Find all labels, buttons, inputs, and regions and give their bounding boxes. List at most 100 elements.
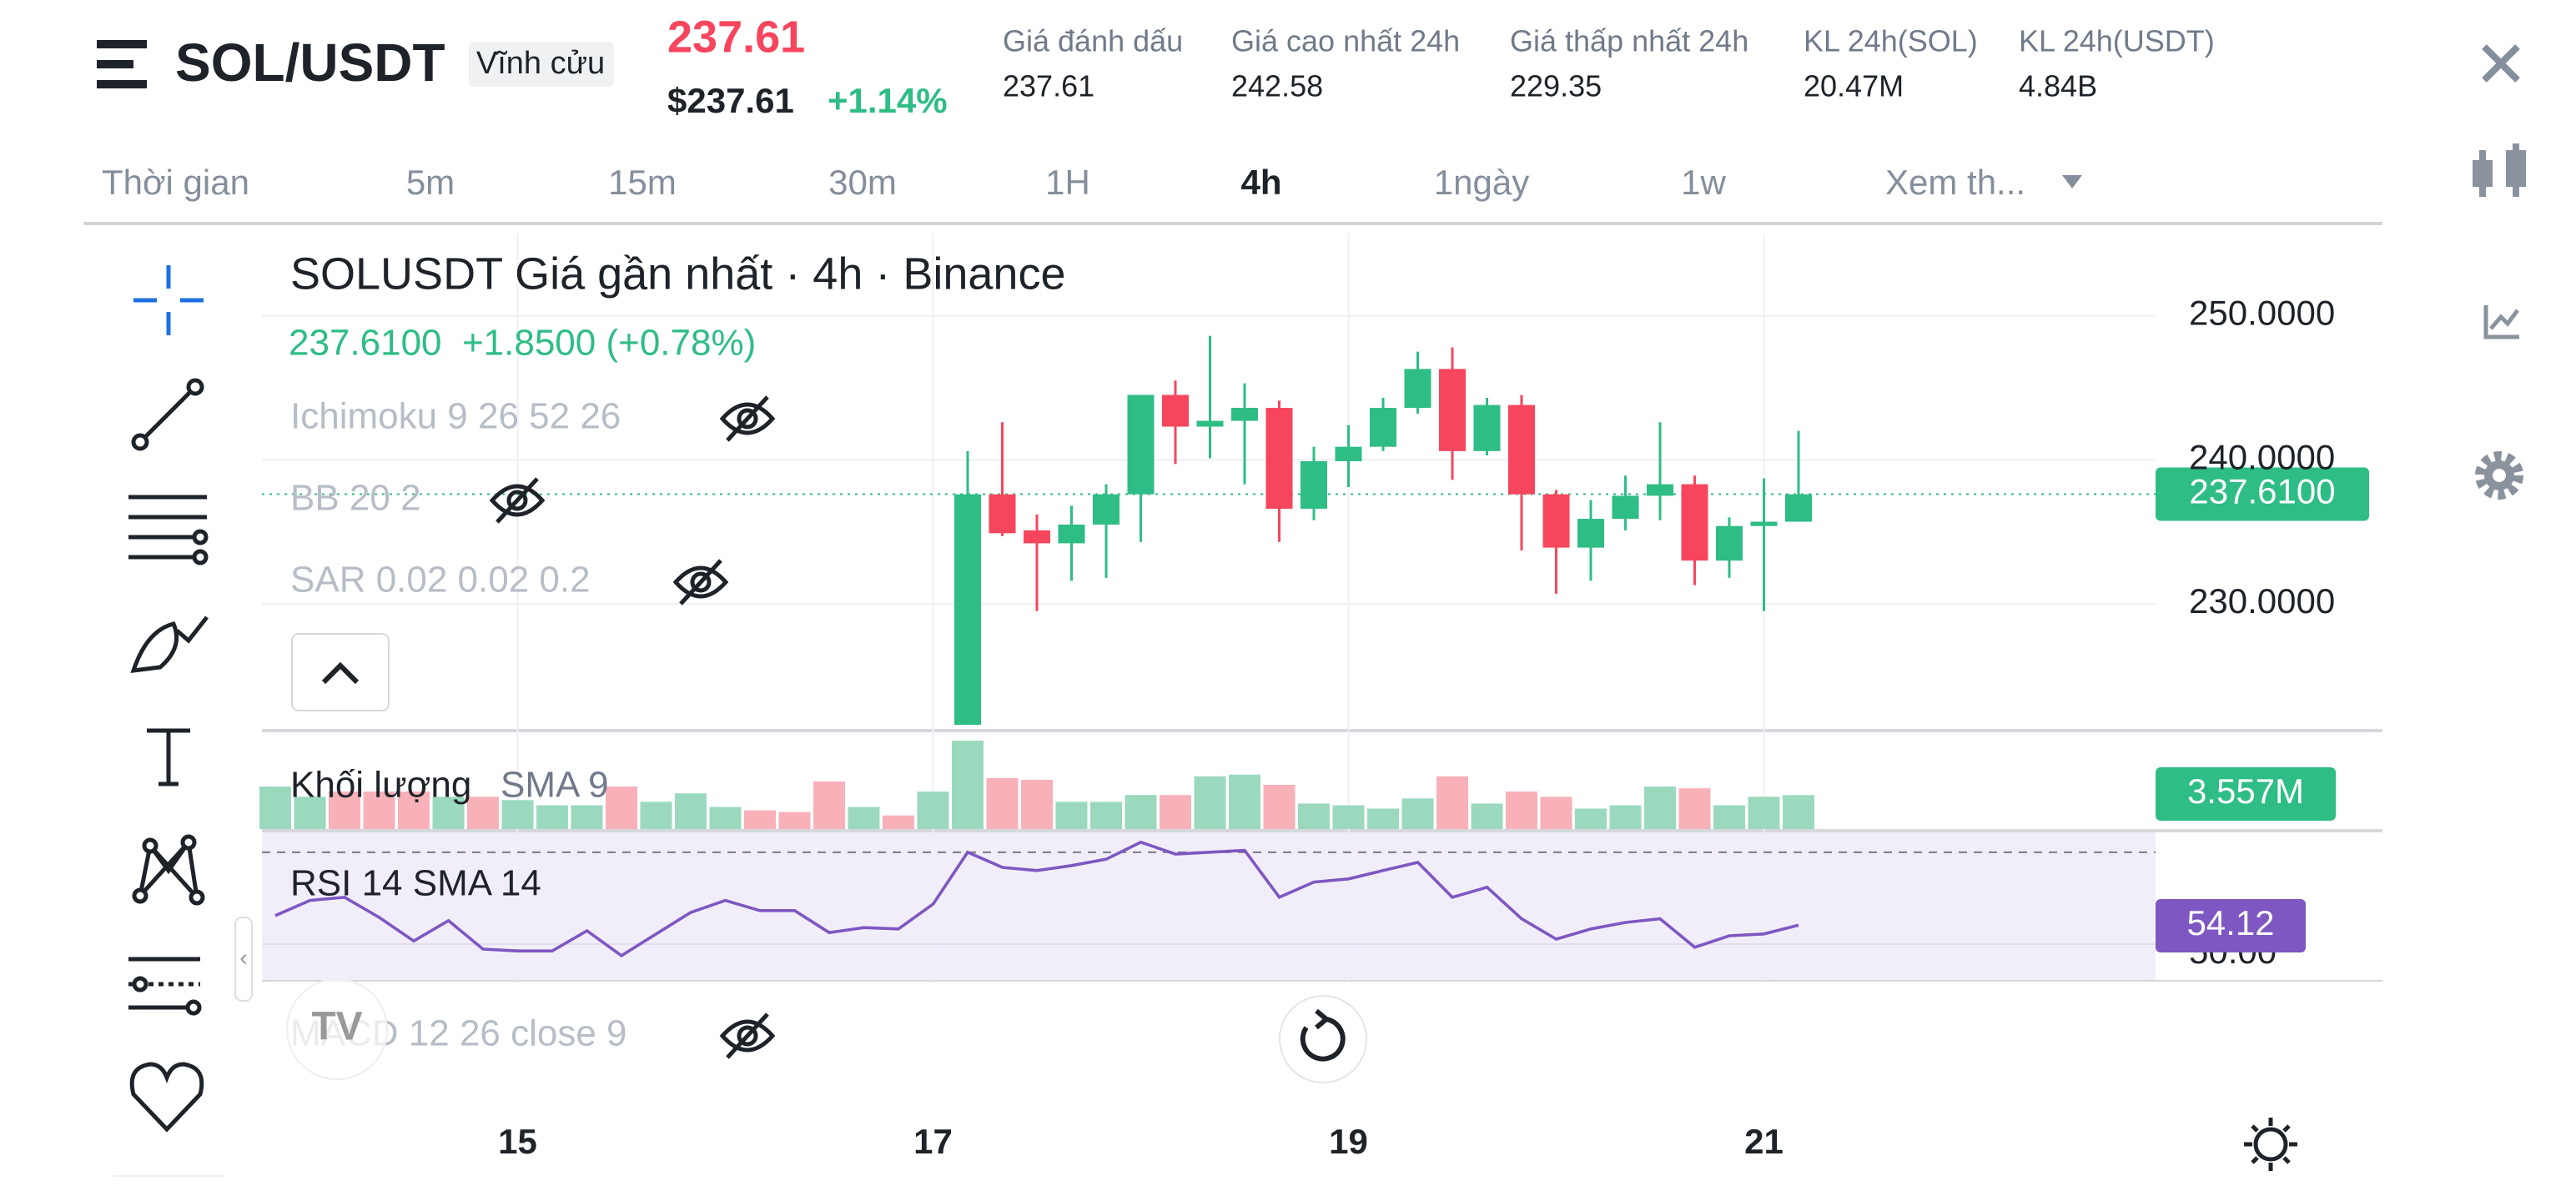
- indicator-list: Ichimoku 9 26 52 26 BB 20 2 SAR 0.02 0.02 …: [290, 395, 776, 606]
- collapse-legend[interactable]: [291, 633, 390, 711]
- volume-bar: [1090, 802, 1122, 829]
- candle-body: [1162, 394, 1189, 427]
- volume-bar: [848, 807, 880, 829]
- candle-body: [1785, 494, 1812, 522]
- pattern-tool[interactable]: [132, 834, 205, 906]
- visibility-icon[interactable]: [489, 477, 546, 524]
- volume-bar: [952, 741, 984, 829]
- volume-bar: [1540, 796, 1572, 829]
- last-price-label: 237.6100: [2189, 472, 2335, 511]
- volume-bar: [1783, 795, 1814, 829]
- volume-bar: [986, 777, 1019, 829]
- candle-body: [1370, 408, 1396, 447]
- candle-body: [1473, 405, 1501, 451]
- interval-tab[interactable]: 15m: [608, 163, 677, 202]
- fib-tool[interactable]: [128, 495, 209, 565]
- candle-body: [1231, 408, 1258, 421]
- candle-body: [1127, 394, 1155, 495]
- volume-sma: SMA 9: [501, 765, 609, 806]
- volume-bar: [917, 791, 949, 829]
- visibility-icon[interactable]: [672, 559, 729, 606]
- candle-body: [1335, 446, 1362, 461]
- interval-tab[interactable]: 1w: [1681, 163, 1726, 202]
- volume-bar: [1194, 776, 1226, 829]
- volume-bar: [1506, 791, 1537, 829]
- interval-tab[interactable]: 30m: [828, 163, 897, 202]
- interval-tab[interactable]: 5m: [406, 163, 455, 202]
- x-tick-label: 15: [498, 1122, 537, 1161]
- rsi-value: 54.12: [2186, 903, 2274, 942]
- volume-bar: [883, 815, 914, 829]
- badge-bg: [469, 42, 614, 87]
- stat-value: 229.35: [1510, 69, 1602, 103]
- indicator-label: BB 20 2: [290, 478, 421, 519]
- rsi-badge: [2156, 899, 2306, 952]
- volume-bar: [1401, 798, 1434, 829]
- interval-tab[interactable]: Xem th...: [1885, 163, 2025, 202]
- volume-bar: [606, 786, 637, 829]
- volume-bar: [709, 807, 742, 829]
- drawing-toolbar: [113, 265, 224, 1177]
- indicator-label: SAR 0.02 0.02 0.2: [290, 560, 591, 600]
- text-tool[interactable]: [147, 728, 190, 786]
- visibility-icon[interactable]: [719, 395, 776, 442]
- badge: Vĩnh cửu: [476, 46, 605, 81]
- stat-label: KL 24h(USDT): [2019, 24, 2215, 58]
- volume-bar: [1160, 795, 1191, 829]
- rsi-background: [262, 831, 2156, 981]
- rsi-line: [274, 840, 1799, 957]
- stat-value: 242.58: [1231, 69, 1323, 103]
- theme-icon[interactable]: [2244, 1118, 2297, 1171]
- stat-label: Giá đánh dấu: [1003, 24, 1183, 58]
- candle-body: [1404, 369, 1431, 409]
- reset-icon: [1300, 1008, 1346, 1062]
- candle-type-icon[interactable]: [2473, 143, 2526, 197]
- volume-bar: [329, 791, 360, 829]
- volume-bar: [1124, 795, 1157, 829]
- volume-bar: [1471, 803, 1503, 829]
- indicator-icon[interactable]: [2483, 305, 2519, 339]
- favorite-tool[interactable]: [129, 1062, 204, 1133]
- stat-label: Giá thấp nhất 24h: [1510, 24, 1748, 58]
- volume-bar: [744, 810, 776, 829]
- volume-bar: [1748, 796, 1780, 829]
- chevron-up: [321, 661, 360, 685]
- volume-bar: [813, 781, 845, 829]
- candle-body: [1577, 519, 1604, 548]
- candle-body: [1196, 420, 1224, 427]
- visibility-pupil: [737, 408, 758, 430]
- menu-icon[interactable]: [97, 40, 147, 88]
- close-icon[interactable]: [2482, 44, 2520, 83]
- settings-icon[interactable]: [2475, 451, 2523, 500]
- y-tick-label: 230.0000: [2189, 581, 2335, 621]
- line-tool[interactable]: [131, 378, 204, 451]
- toolbar-collapse[interactable]: [234, 917, 253, 1002]
- reset-button[interactable]: [1279, 995, 1367, 1083]
- brush-tool[interactable]: [130, 616, 209, 673]
- price-usd: $237.61: [667, 81, 794, 120]
- interval-tab[interactable]: 1H: [1045, 163, 1090, 202]
- dropdown-arrow: [2062, 175, 2082, 188]
- stat-label: KL 24h(SOL): [1804, 24, 1978, 58]
- macd-eye[interactable]: [719, 1013, 776, 1059]
- candle-body: [1681, 484, 1708, 561]
- volume-bar: [571, 805, 603, 829]
- volume-bar: [1367, 808, 1399, 829]
- interval-tab[interactable]: Thời gian: [102, 163, 249, 202]
- y-tick-label: 250.0000: [2189, 294, 2335, 333]
- crosshair-tool[interactable]: [133, 265, 204, 335]
- change: +1.14%: [828, 81, 948, 120]
- volume-bar: [259, 786, 291, 829]
- indicator-label: Ichimoku 9 26 52 26: [290, 396, 621, 437]
- symbol[interactable]: SOL/USDT: [175, 33, 445, 93]
- candle-body: [1647, 484, 1673, 496]
- price: 237.61: [667, 12, 805, 62]
- forecast-tool[interactable]: [128, 957, 202, 1016]
- volume-bar: [363, 791, 395, 829]
- legend-title: SOLUSDT Giá gần nhất · 4h · Binance: [290, 249, 1066, 299]
- volume-bar: [1575, 808, 1607, 829]
- interval-tab[interactable]: 4h: [1240, 163, 1281, 202]
- volume-bar: [294, 796, 326, 829]
- interval-tab[interactable]: 1ngày: [1434, 163, 1529, 202]
